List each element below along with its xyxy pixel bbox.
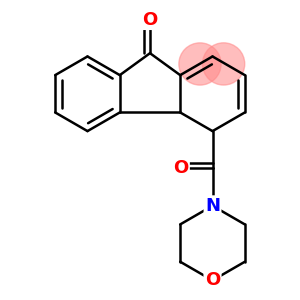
Text: O: O (173, 159, 188, 177)
Circle shape (179, 43, 221, 85)
Text: O: O (205, 272, 220, 290)
Text: N: N (205, 197, 220, 215)
Text: O: O (142, 11, 158, 28)
Circle shape (202, 43, 245, 85)
